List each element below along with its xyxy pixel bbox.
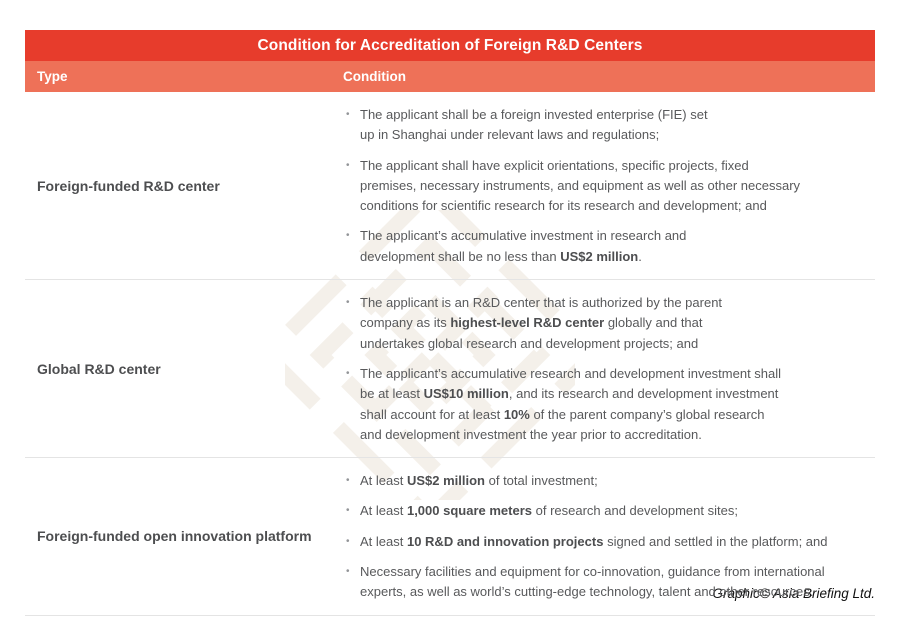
accreditation-table: Condition for Accreditation of Foreign R…	[25, 30, 875, 616]
bullet-dot-icon: •	[346, 505, 350, 517]
type-cell: Foreign-funded R&D center	[37, 177, 220, 194]
condition-text: The applicant’s accumulative research an…	[360, 365, 782, 442]
bullet-dot-icon: •	[346, 566, 350, 578]
condition-list: • The applicant shall be a foreign invest…	[343, 92, 875, 279]
table-header-row: Type Condition	[25, 61, 875, 92]
column-header-condition: Condition	[343, 69, 406, 84]
bullet-dot-icon: •	[346, 230, 350, 242]
table-title-bar: Condition for Accreditation of Foreign R…	[25, 30, 875, 61]
type-cell: Global R&D center	[37, 360, 161, 377]
condition-item: • The applicant’s accumulative investment…	[343, 226, 871, 267]
table-title: Condition for Accreditation of Foreign R…	[257, 36, 643, 54]
table-body: Foreign-funded R&D center • The applicant …	[25, 92, 875, 616]
condition-text: The applicant shall be a foreign investe…	[360, 107, 708, 143]
table-row: Foreign-funded R&D center • The applicant …	[25, 92, 875, 279]
condition-item: • At least US$2 million of total investme…	[343, 471, 871, 491]
condition-list: • At least US$2 million of total investme…	[343, 458, 875, 614]
condition-text: At least US$2 million of total investmen…	[360, 473, 598, 489]
condition-text: The applicant shall have explicit orient…	[360, 157, 801, 214]
table-row: Global R&D center • The applicant is an R&…	[25, 279, 875, 457]
condition-list: • The applicant is an R&D center that is …	[343, 280, 875, 457]
type-cell: Foreign-funded open innovation platform	[37, 528, 312, 545]
condition-item: • The applicant’s accumulative research a…	[343, 364, 871, 445]
condition-item: • The applicant shall be a foreign invest…	[343, 105, 871, 146]
condition-item: • The applicant is an R&D center that is …	[343, 293, 871, 354]
bullet-dot-icon: •	[346, 367, 350, 379]
condition-text: The applicant is an R&D center that is a…	[360, 295, 723, 351]
table-row: Foreign-funded open innovation platform •…	[25, 457, 875, 614]
credit-text: Graphic© Asia Briefing Ltd.	[712, 586, 875, 601]
condition-text: At least 1,000 square meters of research…	[360, 503, 738, 519]
asia-briefing-knot-watermark-icon	[285, 210, 575, 500]
condition-text: The applicant’s accumulative investment …	[360, 228, 687, 264]
bullet-dot-icon: •	[346, 297, 350, 309]
column-header-type: Type	[37, 69, 68, 84]
condition-item: • At least 1,000 square meters of researc…	[343, 501, 871, 521]
condition-text: Necessary facilities and equipment for c…	[360, 564, 825, 600]
condition-item: • At least 10 R&D and innovation projects…	[343, 532, 871, 552]
bullet-dot-icon: •	[346, 535, 350, 547]
condition-item: • The applicant shall have explicit orien…	[343, 156, 871, 217]
condition-text: At least 10 R&D and innovation projects …	[360, 533, 828, 549]
bullet-dot-icon: •	[346, 159, 350, 171]
bullet-dot-icon: •	[346, 475, 350, 487]
bullet-dot-icon: •	[346, 109, 350, 120]
condition-item: • Necessary facilities and equipment for …	[343, 562, 871, 603]
